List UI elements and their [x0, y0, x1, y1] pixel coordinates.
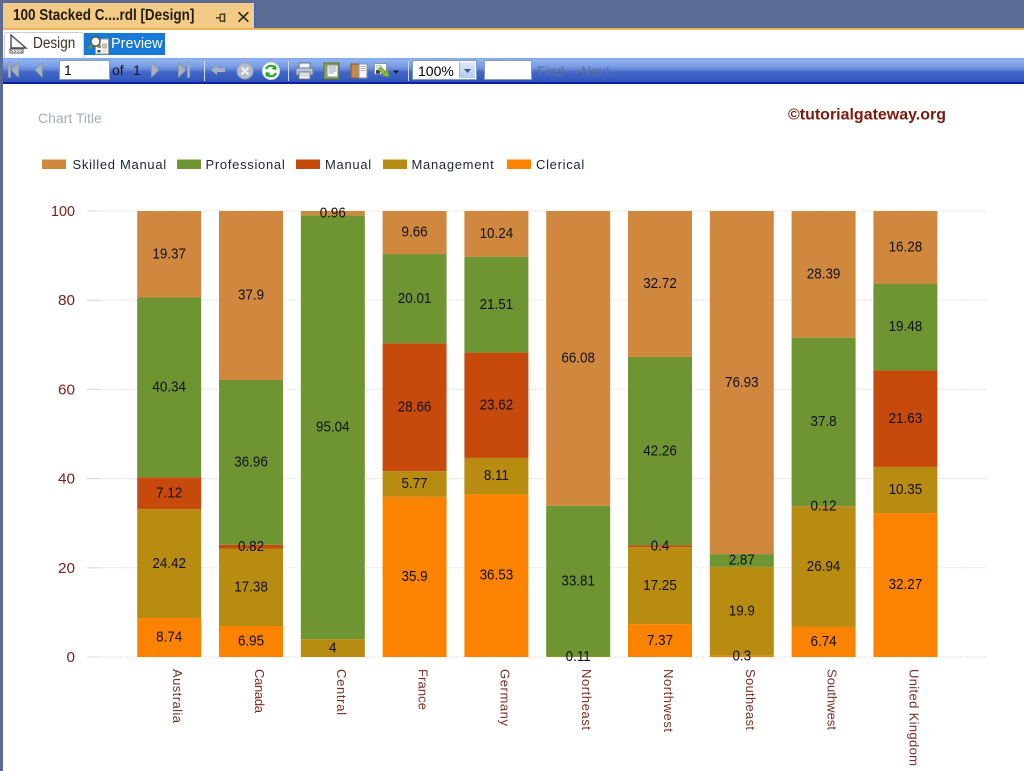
svg-text:36.96: 36.96: [234, 454, 268, 471]
svg-text:Chart Title: Chart Title: [38, 110, 102, 126]
svg-text:95.04: 95.04: [316, 418, 350, 435]
svg-text:Skilled Manual: Skilled Manual: [73, 157, 167, 172]
svg-text:35.9: 35.9: [402, 568, 428, 585]
svg-text:33.81: 33.81: [561, 572, 595, 589]
svg-text:0.4: 0.4: [651, 538, 670, 555]
svg-text:17.38: 17.38: [234, 578, 268, 595]
svg-text:76.93: 76.93: [725, 374, 759, 391]
svg-text:10.35: 10.35: [889, 481, 923, 498]
svg-text:37.8: 37.8: [811, 413, 837, 430]
svg-text:10.24: 10.24: [480, 225, 514, 242]
svg-text:16.28: 16.28: [889, 238, 923, 255]
svg-text:7.12: 7.12: [156, 484, 182, 501]
svg-text:8.74: 8.74: [156, 629, 182, 646]
svg-text:Canada: Canada: [252, 669, 267, 714]
svg-text:Australia: Australia: [170, 669, 185, 724]
svg-text:19.9: 19.9: [729, 602, 755, 619]
svg-text:19.37: 19.37: [152, 245, 186, 262]
svg-text:©tutorialgateway.org: ©tutorialgateway.org: [788, 107, 946, 124]
svg-text:32.72: 32.72: [643, 275, 677, 292]
svg-text:6.74: 6.74: [811, 633, 837, 650]
svg-text:28.66: 28.66: [398, 398, 432, 415]
svg-text:40: 40: [58, 471, 75, 488]
svg-text:0.96: 0.96: [320, 204, 346, 221]
svg-text:6.95: 6.95: [238, 633, 264, 650]
svg-text:0.3: 0.3: [732, 648, 751, 665]
svg-text:28.39: 28.39: [807, 266, 841, 283]
svg-text:21.63: 21.63: [889, 410, 923, 427]
svg-text:20.01: 20.01: [398, 290, 432, 307]
svg-text:36.53: 36.53: [480, 567, 514, 584]
svg-text:Manual: Manual: [325, 157, 372, 172]
svg-text:Management: Management: [412, 157, 495, 172]
svg-text:20: 20: [58, 560, 75, 577]
svg-text:Southeast: Southeast: [743, 669, 758, 730]
svg-text:7.37: 7.37: [647, 632, 673, 649]
svg-text:Germany: Germany: [497, 669, 512, 727]
svg-text:France: France: [416, 669, 431, 710]
svg-text:8.11: 8.11: [484, 467, 509, 484]
svg-text:Northeast: Northeast: [579, 669, 594, 730]
svg-text:0.11: 0.11: [566, 648, 591, 665]
svg-text:21.51: 21.51: [480, 296, 514, 313]
svg-text:0.82: 0.82: [238, 538, 264, 555]
svg-text:23.62: 23.62: [480, 396, 514, 413]
svg-text:24.42: 24.42: [152, 555, 186, 572]
svg-text:Northwest: Northwest: [661, 669, 676, 732]
svg-text:60: 60: [58, 381, 75, 398]
svg-text:19.48: 19.48: [889, 318, 923, 335]
svg-text:0.12: 0.12: [811, 498, 837, 515]
svg-text:Clerical: Clerical: [536, 157, 585, 172]
svg-text:2.87: 2.87: [729, 552, 755, 569]
svg-text:32.27: 32.27: [889, 576, 923, 593]
svg-text:42.26: 42.26: [643, 442, 677, 459]
svg-text:66.08: 66.08: [561, 350, 595, 367]
svg-text:100: 100: [51, 203, 75, 220]
svg-text:4: 4: [329, 639, 337, 656]
svg-text:26.94: 26.94: [807, 558, 841, 575]
svg-text:United Kingdom: United Kingdom: [906, 669, 921, 766]
svg-text:17.25: 17.25: [643, 577, 677, 594]
svg-text:Professional: Professional: [206, 157, 286, 172]
svg-text:0: 0: [67, 649, 76, 666]
svg-text:Southwest: Southwest: [825, 669, 840, 730]
svg-text:37.9: 37.9: [238, 287, 264, 304]
svg-text:80: 80: [58, 292, 75, 309]
svg-text:40.34: 40.34: [152, 379, 186, 396]
svg-text:9.66: 9.66: [402, 224, 428, 241]
svg-text:5.77: 5.77: [402, 475, 428, 492]
svg-text:Central: Central: [334, 669, 349, 715]
